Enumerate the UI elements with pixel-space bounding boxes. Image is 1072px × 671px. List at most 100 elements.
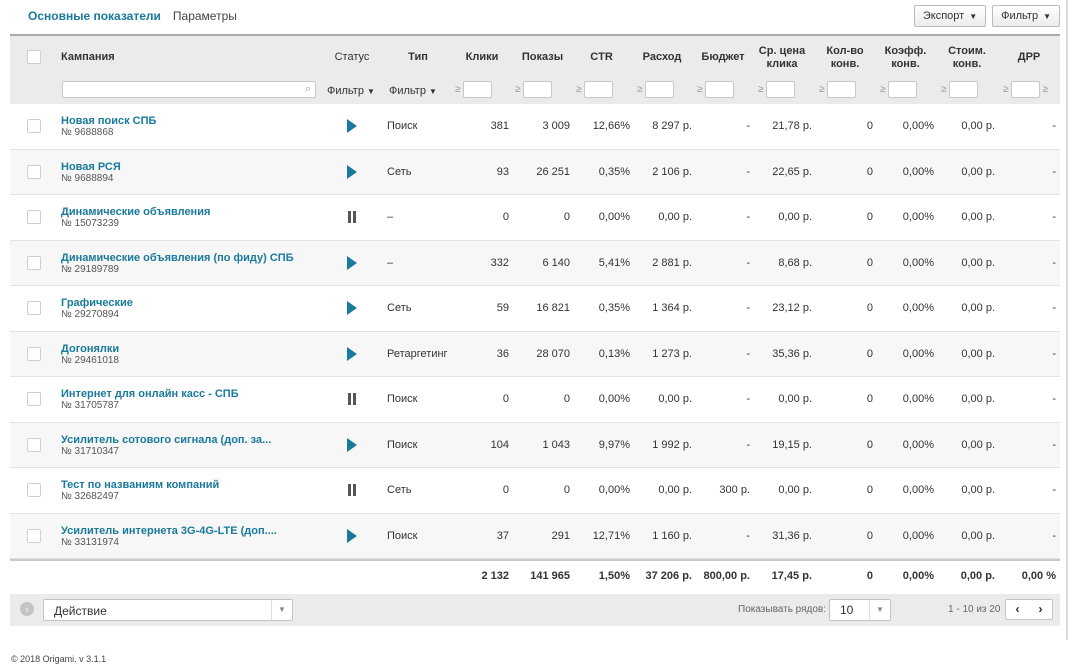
row-checkbox[interactable] (27, 528, 41, 543)
cell-conv-rate: 0,00% (902, 165, 934, 178)
filter-button[interactable]: Фильтр ▼ (992, 5, 1060, 27)
campaign-name-link[interactable]: Графические (61, 297, 133, 309)
cell-drr: - (1052, 211, 1056, 224)
rows-per-page-label: Показывать рядов: (738, 604, 827, 615)
table-row: Новая РСЯ № 9688894 Сеть 93 26 251 0,35% 2 106… (10, 149, 1060, 195)
col-avg-cpc[interactable]: Ср. цена клика (758, 45, 806, 70)
col-campaign[interactable]: Кампания (61, 51, 115, 63)
col-spend[interactable]: Расход (642, 51, 682, 63)
cell-impressions: 28 070 (536, 347, 570, 360)
campaign-id: № 15073239 (61, 218, 119, 229)
cell-ctr: 0,35% (598, 165, 630, 178)
play-icon[interactable] (347, 301, 357, 316)
col-impressions[interactable]: Показы (521, 51, 564, 63)
play-icon[interactable] (347, 119, 357, 134)
pause-icon[interactable] (347, 393, 357, 406)
campaign-search-input[interactable]: ⌕ (62, 81, 316, 98)
row-checkbox[interactable] (27, 255, 41, 270)
export-button-label: Экспорт (922, 10, 965, 22)
row-checkbox[interactable] (27, 210, 41, 224)
cell-conv-rate: 0,00% (902, 302, 934, 315)
cell-impressions: 0 (563, 484, 570, 497)
cell-conversions: 0 (866, 211, 873, 224)
avg-cpc-min-input[interactable] (765, 81, 795, 98)
campaign-name-link[interactable]: Догонялки (61, 342, 120, 355)
play-icon[interactable] (347, 528, 357, 543)
row-checkbox[interactable] (27, 437, 41, 452)
status-filter-dropdown[interactable]: Фильтр ▼ (327, 85, 375, 97)
clicks-min-input[interactable] (462, 81, 492, 98)
budget-min-input[interactable] (704, 81, 734, 98)
conversions-min-input[interactable] (826, 81, 856, 98)
play-icon[interactable] (347, 255, 357, 270)
row-checkbox[interactable] (27, 346, 41, 361)
ctr-min-input[interactable] (583, 81, 613, 98)
row-checkbox[interactable] (27, 392, 41, 406)
col-budget[interactable]: Бюджет (701, 51, 745, 63)
cell-spend: 1 160 р. (652, 529, 692, 542)
pause-icon[interactable] (347, 211, 357, 224)
col-clicks[interactable]: Клики (465, 51, 499, 63)
campaign-type: Поиск (387, 120, 418, 133)
table-row: Интернет для онлайн касс - СПБ № 31705787… (10, 377, 1060, 423)
tab-main-metrics[interactable]: Основные показатели (28, 9, 161, 23)
total-conv-cost: 0,00 р. (960, 570, 995, 582)
totals-row: 2 132 141 965 1,50% 37 206 р. 800,00 р. … (10, 559, 1060, 591)
row-checkbox[interactable] (27, 119, 41, 133)
action-select[interactable]: Действие ▼ (43, 599, 293, 621)
campaign-name-link[interactable]: Новая поиск СПБ (61, 115, 157, 127)
pause-icon[interactable] (347, 484, 357, 497)
col-type[interactable]: Тип (408, 51, 428, 63)
campaign-name-link[interactable]: Тест по названиям компаний (61, 479, 220, 491)
col-drr[interactable]: ДРР (1017, 51, 1041, 63)
campaign-type: – (387, 211, 394, 224)
next-page-button[interactable]: › (1038, 602, 1043, 616)
cell-budget: - (746, 302, 750, 315)
campaign-name-link[interactable]: Новая РСЯ (61, 160, 121, 173)
ge-sign: ≥ (576, 84, 582, 95)
col-ctr[interactable]: CTR (590, 51, 613, 63)
cell-conversions: 0 (866, 165, 873, 178)
cell-drr: - (1052, 438, 1056, 451)
campaign-name-link[interactable]: Усилитель сотового сигнала (доп. за... (61, 433, 272, 446)
col-status[interactable]: Статус (334, 51, 370, 63)
select-all-checkbox[interactable] (27, 50, 41, 64)
pagination-controls: ‹ › (1005, 599, 1053, 620)
conv-rate-min-input[interactable] (887, 81, 917, 98)
type-filter-dropdown[interactable]: Фильтр ▼ (389, 85, 437, 97)
tab-parameters[interactable]: Параметры (172, 9, 237, 23)
col-conv-rate[interactable]: Коэфф. конв. (884, 45, 927, 70)
campaign-id: № 29189789 (61, 263, 119, 275)
export-button[interactable]: Экспорт ▼ (913, 5, 987, 27)
rows-per-page-select[interactable]: 10 ▼ (829, 599, 891, 621)
play-icon[interactable] (347, 346, 357, 361)
cell-budget: - (746, 120, 750, 133)
conv-cost-min-filter: ≥ (941, 81, 978, 98)
row-checkbox[interactable] (27, 164, 41, 179)
cell-conv-cost: 0,00 р. (961, 120, 995, 133)
cell-ctr: 5,41% (598, 256, 630, 269)
spend-min-filter: ≥ (637, 81, 674, 98)
cell-impressions: 0 (563, 211, 570, 224)
campaign-name-link[interactable]: Динамические объявления (по фиду) СПБ (61, 251, 294, 264)
cell-spend: 1 273 р. (652, 347, 692, 360)
drr-min-input[interactable] (1010, 81, 1040, 98)
conv-cost-min-input[interactable] (948, 81, 978, 98)
campaign-name-link[interactable]: Усилитель интернета 3G-4G-LTE (доп.... (61, 524, 277, 537)
arrow-circle-icon[interactable]: › (20, 602, 34, 616)
row-checkbox[interactable] (27, 301, 41, 315)
prev-page-button[interactable]: ‹ (1015, 602, 1020, 616)
impressions-min-input[interactable] (522, 81, 552, 98)
campaign-name-link[interactable]: Динамические объявления (61, 206, 211, 218)
col-conversions[interactable]: Кол-во конв. (826, 45, 864, 70)
play-icon[interactable] (347, 437, 357, 452)
play-icon[interactable] (347, 164, 357, 179)
cell-clicks: 104 (490, 438, 509, 451)
cell-spend: 1 364 р. (652, 302, 692, 315)
col-conv-cost[interactable]: Стоим. конв. (948, 45, 986, 70)
cell-drr: - (1052, 484, 1056, 497)
campaign-name-link[interactable]: Интернет для онлайн касс - СПБ (61, 388, 239, 400)
cell-conv-rate: 0,00% (902, 484, 934, 497)
spend-min-input[interactable] (644, 81, 674, 98)
row-checkbox[interactable] (27, 483, 41, 497)
